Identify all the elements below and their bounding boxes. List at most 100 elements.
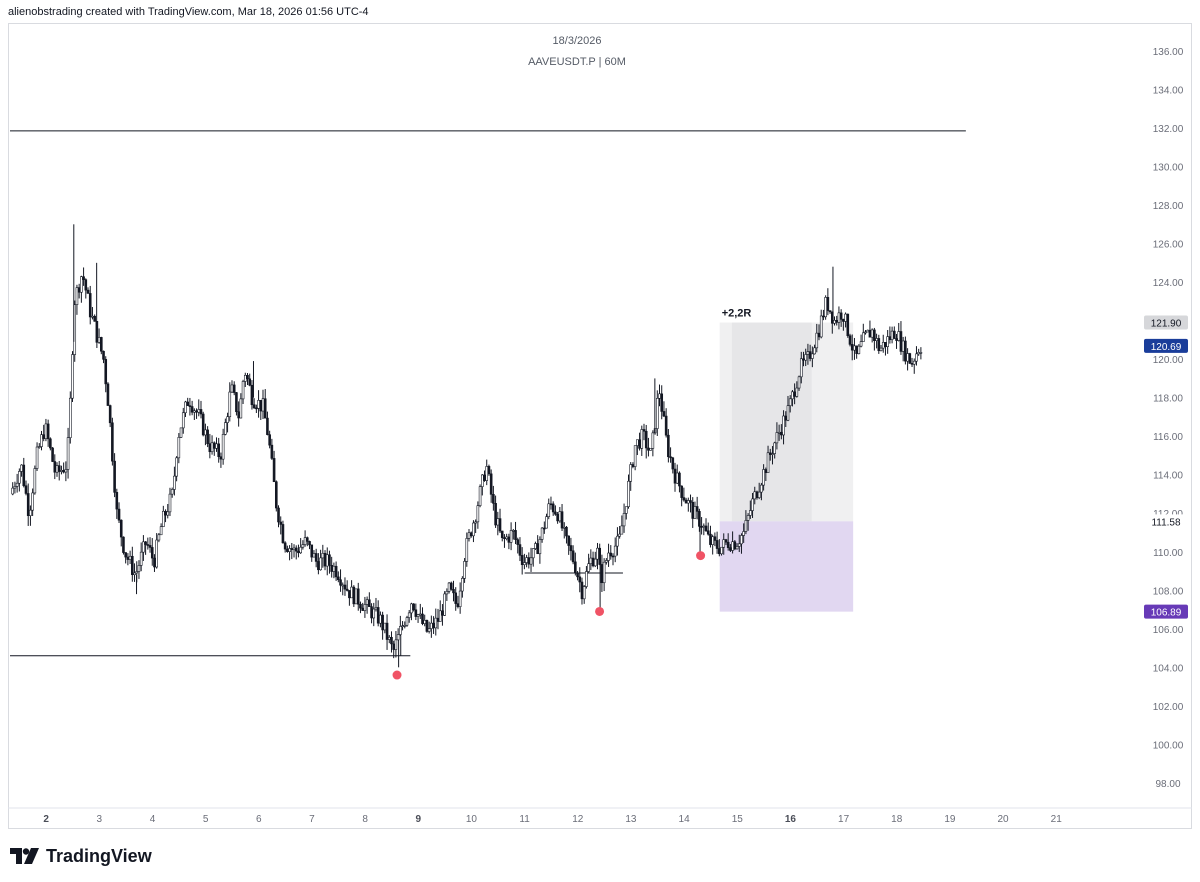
candle-body-155 [354, 588, 358, 605]
candle-body-287 [647, 447, 650, 451]
candle-body-156 [356, 588, 360, 605]
x-tick-16: 16 [785, 814, 797, 825]
candle-body-240 [543, 527, 546, 530]
candle-body-160 [365, 599, 369, 605]
candle-body-180 [410, 603, 413, 614]
candle-body-44 [108, 405, 112, 424]
y-tick-124: 124.00 [1153, 278, 1184, 289]
x-tick-8: 8 [362, 814, 368, 825]
candle-body-312 [702, 525, 706, 528]
candle-body-142 [325, 554, 329, 567]
candle-body-71 [168, 493, 172, 513]
candle-body-311 [700, 526, 703, 528]
candle-body-65 [155, 539, 158, 568]
x-tick-12: 12 [572, 814, 584, 825]
stop-badge-text: 106.89 [1151, 608, 1182, 619]
candle-body-107 [248, 378, 252, 386]
candle-body-211 [478, 486, 482, 506]
candle-body-294 [662, 411, 666, 417]
swing-marker-1 [392, 670, 402, 680]
chart-frame [8, 23, 1192, 829]
last-price-badge-text: 120.69 [1151, 342, 1182, 353]
candle-body-357 [802, 358, 805, 361]
candle-body-80 [188, 405, 192, 407]
candle-body-358 [804, 354, 808, 361]
candle-body-360 [808, 351, 812, 359]
x-tick-5: 5 [203, 814, 209, 825]
candle-body-271 [611, 555, 615, 558]
candle-body-92 [215, 443, 218, 449]
candle-body-409 [917, 352, 920, 355]
candle-body-390 [875, 338, 878, 341]
candle-body-389 [873, 329, 876, 341]
candle-body-401 [899, 331, 903, 352]
candle-body-186 [423, 620, 427, 624]
candle-body-247 [558, 511, 562, 522]
candle-body-138 [317, 561, 320, 571]
candle-body-321 [722, 539, 726, 548]
candle-body-307 [691, 501, 695, 519]
candle-body-340 [764, 469, 768, 473]
candle-body-375 [842, 319, 845, 322]
candle-body-387 [868, 329, 872, 338]
candle-body-298 [671, 457, 675, 470]
candle-body-384 [861, 332, 865, 342]
candle-body-48 [117, 508, 121, 521]
candle-body-105 [243, 374, 247, 382]
candle-body-64 [153, 557, 156, 568]
candle-body-37 [93, 315, 96, 322]
candle-body-195 [443, 593, 446, 616]
candle-body-232 [525, 557, 528, 563]
candle-body-95 [221, 434, 225, 460]
candle-body-365 [819, 315, 823, 338]
candle-body-359 [806, 351, 810, 355]
candle-body-196 [445, 591, 449, 595]
candle-body-73 [173, 475, 176, 490]
candle-body-8 [29, 509, 32, 516]
candle-body-205 [465, 538, 469, 562]
candle-body-366 [822, 315, 825, 318]
candle-body-34 [86, 289, 90, 294]
candle-body-0 [11, 487, 15, 495]
candle-body-192 [436, 617, 440, 622]
candle-body-218 [494, 503, 497, 526]
candle-body-368 [826, 297, 830, 311]
candle-body-233 [527, 557, 531, 565]
candle-body-400 [897, 331, 901, 341]
candle-body-399 [895, 338, 898, 341]
candle-body-151 [345, 588, 349, 591]
candle-body-402 [901, 340, 905, 352]
candle-body-122 [281, 524, 285, 544]
candle-body-362 [813, 347, 816, 355]
candle-body-328 [737, 543, 741, 547]
candle-body-351 [788, 398, 792, 407]
candle-body-292 [658, 393, 661, 399]
candle-body-392 [879, 347, 883, 352]
candle-body-255 [576, 572, 579, 578]
candle-body-40 [100, 337, 103, 352]
candle-body-166 [379, 614, 382, 624]
candle-body-302 [680, 485, 683, 498]
candle-body-339 [762, 469, 765, 486]
candle-body-184 [418, 613, 422, 616]
candle-body-133 [306, 537, 309, 542]
candle-body-299 [673, 468, 677, 484]
candle-body-127 [292, 547, 296, 550]
y-tick-132: 132.00 [1153, 124, 1184, 135]
candle-body-216 [489, 473, 493, 495]
candle-body-94 [219, 456, 223, 460]
candle-body-167 [381, 614, 384, 631]
candle-body-26 [68, 397, 72, 438]
candle-body-378 [848, 335, 852, 345]
candle-body-364 [817, 332, 821, 338]
candle-body-62 [148, 545, 152, 548]
candle-body-337 [757, 491, 761, 499]
y-tick-120: 120.00 [1153, 355, 1184, 366]
tradingview-logo: TradingView [10, 845, 152, 867]
candle-body-97 [226, 416, 229, 423]
candle-body-117 [270, 444, 274, 459]
candle-body-214 [485, 466, 489, 481]
candle-body-67 [159, 526, 163, 536]
candle-body-285 [642, 429, 646, 432]
